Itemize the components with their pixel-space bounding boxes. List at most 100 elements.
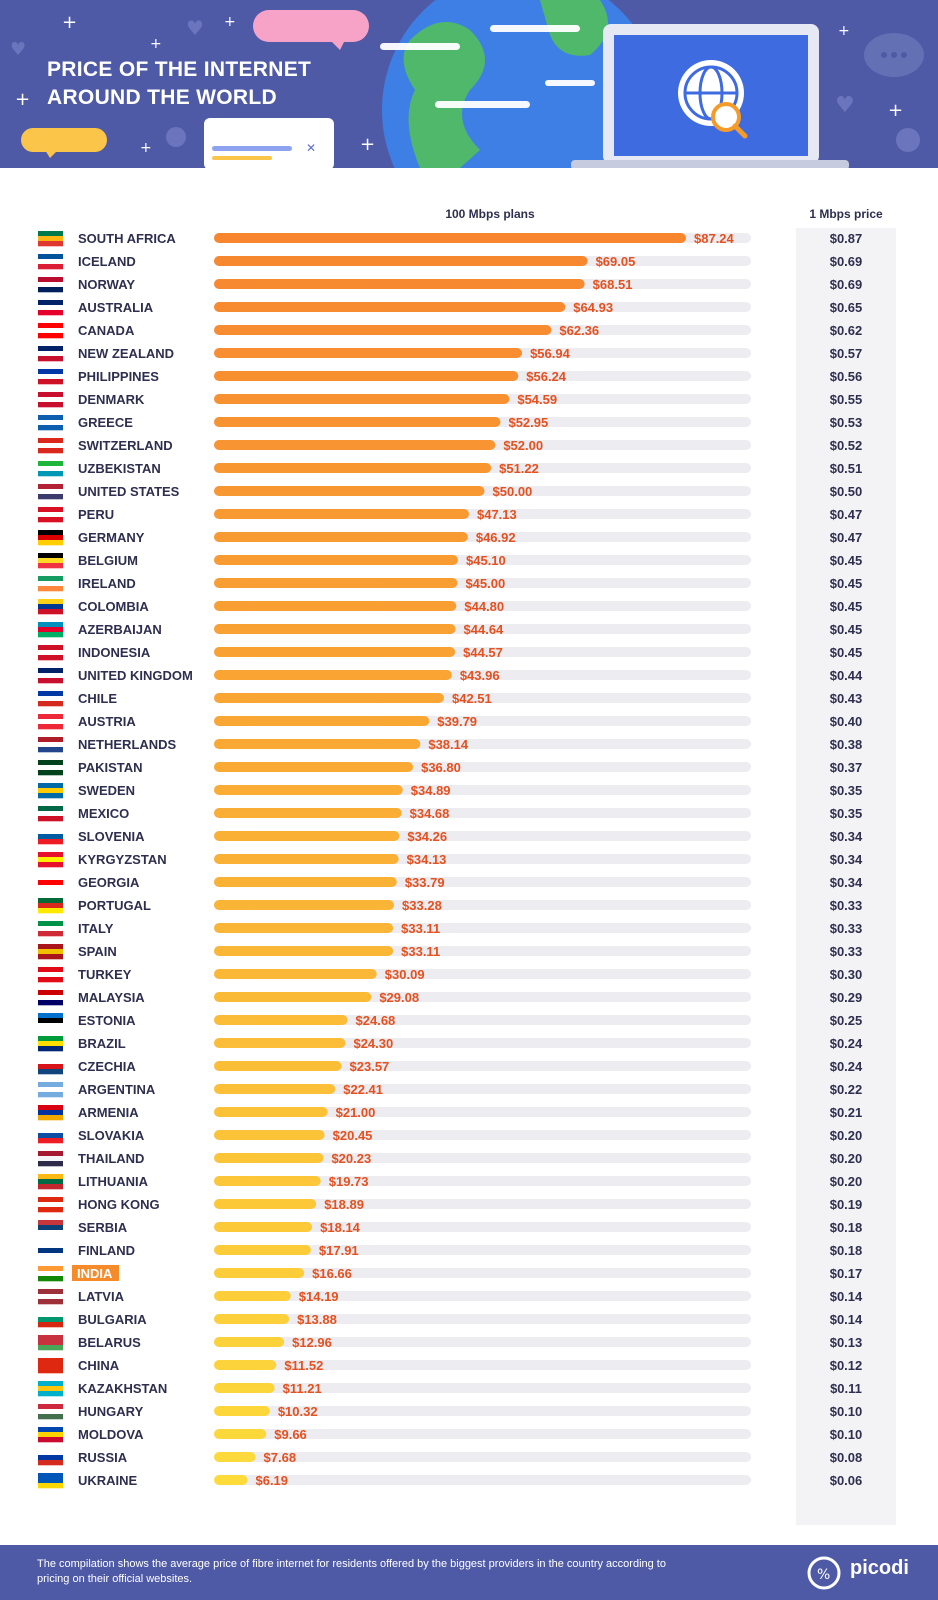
bar-value-label: $18.89 bbox=[324, 1197, 364, 1212]
flag-stripe bbox=[38, 1013, 63, 1019]
bar-value-label: $23.57 bbox=[350, 1059, 390, 1074]
flag-stripe bbox=[38, 1082, 63, 1088]
country-flag-icon bbox=[38, 507, 63, 523]
flag-stripe bbox=[38, 1473, 63, 1479]
flag-stripe bbox=[38, 241, 63, 247]
per-mbps-value: $0.43 bbox=[830, 691, 863, 706]
per-mbps-value: $0.18 bbox=[830, 1220, 863, 1235]
country-flag-icon bbox=[38, 990, 63, 1006]
flag-stripe bbox=[38, 788, 63, 794]
flag-stripe bbox=[38, 1299, 63, 1305]
chart-rows: SOUTH AFRICA $87.24 $0.87 ICELAND $69.05 $0.6… bbox=[38, 231, 863, 1489]
flag-stripe bbox=[38, 954, 63, 960]
flag-stripe bbox=[38, 379, 63, 385]
flag-stripe bbox=[38, 494, 63, 500]
flag-stripe bbox=[38, 1253, 63, 1259]
per-mbps-value: $0.87 bbox=[830, 231, 863, 246]
bar-value-label: $87.24 bbox=[694, 231, 735, 246]
flag-stripe bbox=[38, 1138, 63, 1144]
bar-value-label: $45.00 bbox=[465, 576, 505, 591]
country-flag-icon bbox=[38, 967, 63, 983]
per-mbps-value: $0.17 bbox=[830, 1266, 863, 1281]
bar bbox=[214, 1245, 311, 1255]
country-flag-icon bbox=[38, 1473, 63, 1489]
flag-stripe bbox=[38, 1230, 63, 1236]
bar-track bbox=[214, 1429, 751, 1439]
flag-stripe bbox=[38, 1427, 63, 1433]
country-label: UKRAINE bbox=[78, 1473, 138, 1488]
flag-stripe bbox=[38, 944, 63, 950]
per-mbps-value: $0.56 bbox=[830, 369, 863, 384]
flag-stripe bbox=[38, 540, 63, 546]
bar bbox=[214, 647, 456, 657]
flag-stripe bbox=[38, 632, 63, 638]
flag-stripe bbox=[38, 1409, 63, 1415]
flag-stripe bbox=[38, 857, 63, 863]
country-flag-icon bbox=[38, 1427, 63, 1443]
chat-window-icon bbox=[204, 118, 334, 168]
flag-stripe bbox=[38, 310, 63, 316]
country-flag-icon bbox=[38, 346, 63, 362]
flag-stripe bbox=[38, 839, 63, 845]
country-flag-icon bbox=[38, 921, 63, 937]
country-label: SWEDEN bbox=[78, 783, 135, 798]
bar-value-label: $33.79 bbox=[405, 875, 445, 890]
flag-stripe bbox=[38, 305, 63, 311]
bar-track bbox=[214, 1245, 751, 1255]
flag-stripe bbox=[38, 696, 63, 702]
per-mbps-value: $0.69 bbox=[830, 277, 863, 292]
per-mbps-value: $0.25 bbox=[830, 1013, 863, 1028]
country-label: CZECHIA bbox=[78, 1059, 136, 1074]
bar-value-label: $33.11 bbox=[401, 921, 440, 936]
per-mbps-value: $0.22 bbox=[830, 1082, 863, 1097]
flag-stripe bbox=[38, 1271, 63, 1277]
country-flag-icon bbox=[38, 1174, 63, 1190]
country-label: ICELAND bbox=[78, 254, 136, 269]
svg-text:+: + bbox=[888, 100, 903, 121]
flag-stripe bbox=[38, 724, 63, 730]
per-mbps-value: $0.45 bbox=[830, 622, 863, 637]
country-label: COLOMBIA bbox=[78, 599, 149, 614]
country-flag-icon bbox=[38, 806, 63, 822]
flag-stripe bbox=[38, 1202, 63, 1208]
flag-stripe bbox=[38, 1036, 63, 1042]
flag-stripe bbox=[38, 1156, 63, 1162]
bar-value-label: $64.93 bbox=[573, 300, 613, 315]
country-flag-icon bbox=[38, 737, 63, 753]
flag-stripe bbox=[38, 586, 63, 592]
country-label: DENMARK bbox=[78, 392, 145, 407]
flag-stripe bbox=[38, 1437, 63, 1443]
bar bbox=[214, 302, 566, 312]
country-flag-icon bbox=[38, 783, 63, 799]
country-label: KAZAKHSTAN bbox=[78, 1381, 167, 1396]
country-label: BELGIUM bbox=[78, 553, 138, 568]
country-label: NETHERLANDS bbox=[78, 737, 177, 752]
flag-stripe bbox=[38, 1023, 63, 1029]
flag-stripe bbox=[38, 783, 63, 789]
bar-track bbox=[214, 1176, 751, 1186]
country-flag-icon bbox=[38, 622, 63, 638]
svg-text:+: + bbox=[224, 14, 236, 30]
country-label: ARGENTINA bbox=[78, 1082, 156, 1097]
svg-text:♥: ♥ bbox=[10, 39, 26, 60]
flag-stripe bbox=[38, 1069, 63, 1075]
country-flag-icon bbox=[38, 760, 63, 776]
country-flag-icon bbox=[38, 1197, 63, 1213]
country-label: MOLDOVA bbox=[78, 1427, 144, 1442]
bar bbox=[214, 1176, 321, 1186]
flag-stripe bbox=[38, 898, 63, 904]
country-flag-icon bbox=[38, 1358, 63, 1374]
country-flag-icon bbox=[38, 691, 63, 707]
per-mbps-value: $0.40 bbox=[830, 714, 863, 729]
flag-stripe bbox=[38, 977, 63, 983]
flag-stripe bbox=[38, 231, 63, 237]
per-mbps-value: $0.45 bbox=[830, 599, 863, 614]
bar-value-label: $10.32 bbox=[278, 1404, 318, 1419]
flag-stripe bbox=[38, 1220, 63, 1226]
flag-stripe bbox=[38, 471, 63, 477]
flag-stripe bbox=[38, 1404, 63, 1410]
flag-stripe bbox=[38, 1087, 63, 1093]
flag-stripe bbox=[38, 719, 63, 725]
flag-stripe bbox=[38, 599, 63, 605]
country-flag-icon bbox=[38, 415, 63, 431]
